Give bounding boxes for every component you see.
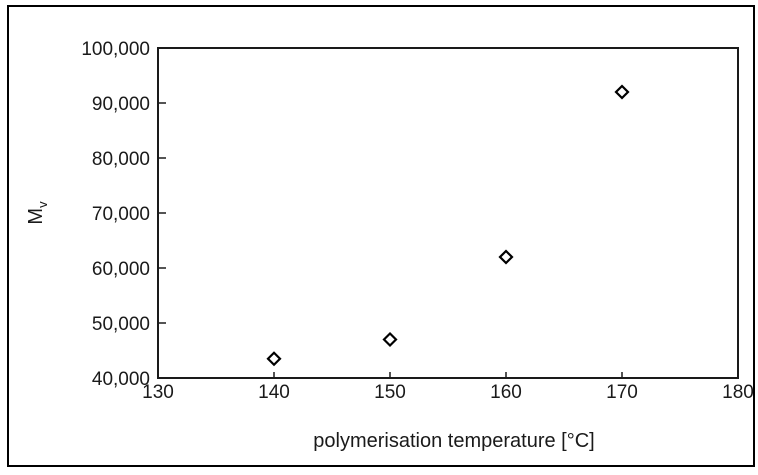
y-tick-label: 40,000 [92, 369, 150, 390]
x-tick-label: 170 [606, 382, 638, 403]
data-point-diamond [614, 84, 630, 100]
y-tick-label: 50,000 [92, 314, 150, 335]
y-axis-ticks: 40,000 50,000 60,000 70,000 80,000 90,000 100,… [81, 39, 166, 390]
data-point-diamond [382, 331, 398, 348]
y-tick-label: 70,000 [92, 204, 150, 225]
data-point-diamond [498, 249, 514, 265]
x-tick-label: 180 [722, 382, 754, 403]
plot-area-frame [157, 47, 739, 379]
data-points [266, 84, 630, 367]
y-tick-label: 90,000 [92, 94, 150, 115]
data-point-diamond [266, 351, 282, 367]
y-tick-label: 60,000 [92, 259, 150, 280]
x-tick-label: 130 [142, 382, 174, 403]
x-axis-label: polymerisation temperature [°C] [313, 430, 594, 452]
y-axis-label: Mv [25, 201, 50, 225]
x-axis-ticks: 130 140 150 160 170 180 [142, 372, 754, 403]
y-axis-label-subscript: v [35, 201, 50, 208]
x-tick-label: 160 [490, 382, 522, 403]
y-axis-label-main: M [25, 208, 47, 225]
figure-border [7, 5, 755, 467]
y-tick-label: 100,000 [81, 39, 150, 60]
x-tick-label: 140 [258, 382, 290, 403]
svg-text:Mv: Mv [25, 201, 50, 225]
x-tick-label: 150 [374, 382, 406, 403]
y-tick-label: 80,000 [92, 149, 150, 170]
